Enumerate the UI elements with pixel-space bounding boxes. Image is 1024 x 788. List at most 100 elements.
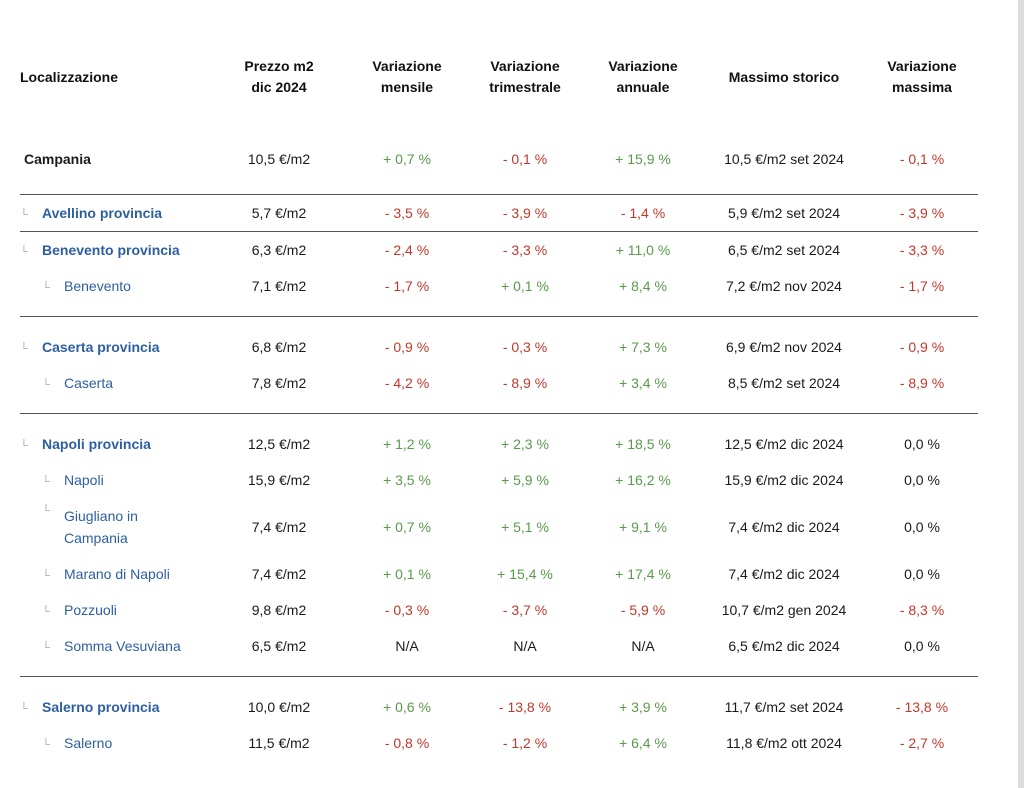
table-row-salerno: └ Salerno 11,5 €/m2 - 0,8 % - 1,2 % + 6,4…	[20, 725, 978, 761]
location-link-pozzuoli[interactable]: Pozzuoli	[64, 602, 117, 618]
row-var-trimestrale: + 5,9 %	[501, 472, 549, 488]
row-var-massima: - 3,9 %	[899, 205, 945, 221]
tree-branch-icon: └	[42, 505, 50, 517]
row-var-mensile: + 0,1 %	[383, 566, 431, 582]
row-var-annuale: + 11,0 %	[615, 242, 671, 258]
location-link-benevento[interactable]: Benevento	[64, 278, 131, 294]
row-var-annuale: + 17,4 %	[615, 566, 671, 582]
price-table: Localizzazione Prezzo m2 dic 2024 Variazi…	[20, 50, 978, 761]
table-row-giugliano-in-campania: └ Giugliano in Campania 7,4 €/m2 + 0,7 % +…	[20, 498, 978, 556]
row-var-mensile: - 4,2 %	[384, 375, 430, 391]
row-var-mensile: + 1,2 %	[383, 436, 431, 452]
row-var-trimestrale: - 3,7 %	[502, 602, 548, 618]
row-price: 15,9 €/m2	[247, 472, 311, 488]
row-location: Campania	[24, 151, 91, 167]
divider	[20, 231, 978, 232]
row-massimo-storico: 6,5 €/m2 set 2024	[727, 242, 841, 258]
header-prezzo: Prezzo m2 dic 2024	[244, 58, 314, 95]
page-scrollbar[interactable]	[1018, 0, 1024, 788]
tree-branch-icon: └	[20, 246, 28, 258]
row-var-mensile: - 0,9 %	[384, 339, 430, 355]
row-var-trimestrale: + 2,3 %	[501, 436, 549, 452]
row-var-mensile: + 0,7 %	[383, 519, 431, 535]
row-var-massima: - 2,7 %	[899, 735, 945, 751]
row-var-trimestrale: - 1,2 %	[502, 735, 548, 751]
row-var-massima: - 0,1 %	[899, 151, 945, 167]
row-var-mensile: + 3,5 %	[383, 472, 431, 488]
row-var-mensile: + 0,7 %	[383, 151, 431, 167]
row-price: 10,0 €/m2	[247, 699, 311, 715]
divider	[20, 413, 978, 414]
location-link-napoli[interactable]: Napoli	[64, 472, 104, 488]
location-link-salerno[interactable]: Salerno	[64, 735, 113, 751]
row-massimo-storico: 12,5 €/m2 dic 2024	[724, 436, 844, 452]
row-var-annuale: + 18,5 %	[615, 436, 671, 452]
table-row-campania: Campania 10,5 €/m2 + 0,7 % - 0,1 % + 15,…	[20, 144, 978, 174]
header-localizzazione: Localizzazione	[20, 68, 119, 85]
row-var-trimestrale: - 3,3 %	[502, 242, 548, 258]
row-massimo-storico: 10,7 €/m2 gen 2024	[721, 602, 847, 618]
row-price: 10,5 €/m2	[247, 151, 311, 167]
tree-branch-icon: └	[42, 379, 50, 391]
table-row-somma-vesuviana: └ Somma Vesuviana 6,5 €/m2 N/A N/A N/A 6,…	[20, 628, 978, 664]
header-var-massima: Variazione massima	[887, 58, 957, 95]
row-var-trimestrale: - 8,9 %	[502, 375, 548, 391]
divider	[20, 194, 978, 195]
table-row-avellino-provincia: └ Avellino provincia 5,7 €/m2 - 3,5 % - 3…	[20, 195, 978, 232]
row-var-trimestrale: - 0,1 %	[502, 151, 548, 167]
row-var-massima: 0,0 %	[904, 472, 940, 488]
table-row-salerno-provincia: └ Salerno provincia 10,0 €/m2 + 0,6 % - 1…	[20, 689, 978, 725]
row-var-mensile: + 0,6 %	[383, 699, 431, 715]
row-price: 6,8 €/m2	[251, 339, 307, 355]
row-var-trimestrale: - 0,3 %	[502, 339, 548, 355]
table-row-caserta-provincia: └ Caserta provincia 6,8 €/m2 - 0,9 % - 0,…	[20, 329, 978, 365]
row-massimo-storico: 7,4 €/m2 dic 2024	[728, 519, 840, 535]
location-link-benevento-provincia[interactable]: Benevento provincia	[42, 242, 180, 258]
location-link-somma-vesuviana[interactable]: Somma Vesuviana	[64, 638, 181, 654]
table-row-benevento: └ Benevento 7,1 €/m2 - 1,7 % + 0,1 % + 8,…	[20, 268, 978, 304]
row-var-annuale: + 15,9 %	[615, 151, 671, 167]
row-var-mensile: - 1,7 %	[384, 278, 430, 294]
row-price: 7,4 €/m2	[251, 566, 307, 582]
row-massimo-storico: 10,5 €/m2 set 2024	[724, 151, 844, 167]
row-var-trimestrale: + 5,1 %	[501, 519, 549, 535]
table-row-napoli: └ Napoli 15,9 €/m2 + 3,5 % + 5,9 % + 16,2…	[20, 462, 978, 498]
header-var-mensile: Variazione mensile	[372, 58, 442, 95]
row-var-mensile: - 2,4 %	[384, 242, 430, 258]
table-row-pozzuoli: └ Pozzuoli 9,8 €/m2 - 0,3 % - 3,7 % - 5,9…	[20, 592, 978, 628]
row-massimo-storico: 15,9 €/m2 dic 2024	[724, 472, 844, 488]
tree-branch-icon: └	[20, 209, 28, 221]
location-link-marano-di-napoli[interactable]: Marano di Napoli	[64, 566, 170, 582]
row-massimo-storico: 5,9 €/m2 set 2024	[727, 205, 841, 221]
location-link-caserta[interactable]: Caserta	[64, 375, 114, 391]
header-massimo-storico: Massimo storico	[728, 68, 840, 85]
tree-branch-icon: └	[20, 703, 28, 715]
location-link-caserta-provincia[interactable]: Caserta provincia	[42, 339, 160, 355]
row-var-trimestrale: + 0,1 %	[501, 278, 549, 294]
location-link-giugliano-in-campania[interactable]: Giugliano in Campania	[64, 508, 138, 546]
row-massimo-storico: 6,9 €/m2 nov 2024	[726, 339, 842, 355]
location-link-salerno-provincia[interactable]: Salerno provincia	[42, 699, 160, 715]
row-price: 6,3 €/m2	[251, 242, 307, 258]
row-var-annuale: N/A	[631, 638, 655, 654]
row-var-mensile: - 3,5 %	[384, 205, 430, 221]
location-link-avellino-provincia[interactable]: Avellino provincia	[42, 205, 163, 221]
row-var-mensile: - 0,3 %	[384, 602, 430, 618]
row-var-massima: - 8,3 %	[899, 602, 945, 618]
row-price: 11,5 €/m2	[248, 735, 310, 751]
row-var-massima: - 1,7 %	[899, 278, 945, 294]
tree-branch-icon: └	[42, 570, 50, 582]
divider	[20, 676, 978, 677]
tree-branch-icon: └	[42, 739, 50, 751]
row-var-mensile: - 0,8 %	[384, 735, 430, 751]
location-link-napoli-provincia[interactable]: Napoli provincia	[42, 436, 151, 452]
row-price: 7,4 €/m2	[251, 519, 307, 535]
row-price: 5,7 €/m2	[251, 205, 307, 221]
row-massimo-storico: 6,5 €/m2 dic 2024	[728, 638, 840, 654]
row-var-annuale: + 3,4 %	[619, 375, 667, 391]
row-var-annuale: - 1,4 %	[620, 205, 666, 221]
row-var-mensile: N/A	[395, 638, 419, 654]
row-price: 12,5 €/m2	[247, 436, 311, 452]
row-var-annuale: + 6,4 %	[619, 735, 667, 751]
row-price: 6,5 €/m2	[251, 638, 307, 654]
